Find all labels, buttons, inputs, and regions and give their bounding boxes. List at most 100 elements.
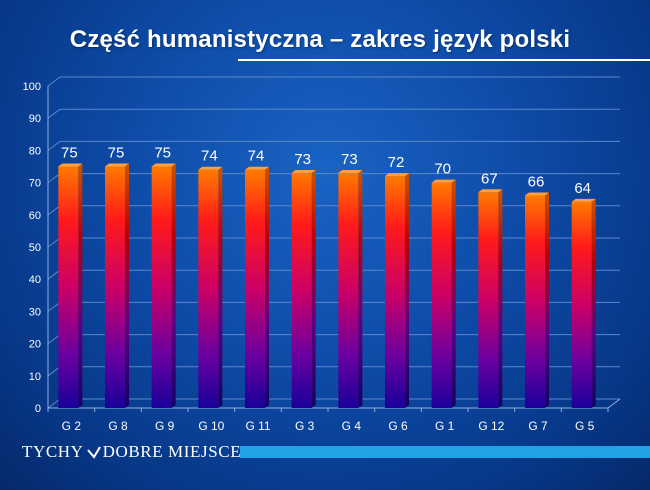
bar-side bbox=[545, 192, 549, 408]
gridline-depth bbox=[47, 237, 61, 248]
bar bbox=[245, 166, 269, 408]
bar-top bbox=[478, 189, 503, 193]
bar-side bbox=[405, 173, 409, 408]
x-tick-label: G 1 bbox=[435, 419, 455, 433]
data-label: 75 bbox=[108, 145, 125, 162]
bar-front bbox=[571, 201, 592, 408]
bar-front bbox=[58, 166, 79, 408]
bar-front bbox=[151, 166, 172, 408]
gridline-depth bbox=[47, 140, 61, 151]
bar-side bbox=[78, 163, 83, 408]
x-tick-label: G 8 bbox=[108, 419, 128, 433]
gridline-depth bbox=[47, 76, 61, 87]
data-label: 74 bbox=[248, 148, 265, 165]
x-tick-label: G 9 bbox=[155, 419, 175, 433]
bar-front bbox=[525, 195, 545, 408]
bar-side bbox=[451, 179, 456, 408]
bar bbox=[198, 166, 223, 408]
gridline-depth bbox=[47, 398, 61, 409]
labels-layer: 0 10 20 30 40 50 60 70 80 90 100 75 G 2 75 G 8 75 G 9 74 G… bbox=[23, 81, 595, 433]
x-axis-depth-line bbox=[607, 398, 621, 409]
gridline-depth bbox=[47, 301, 61, 312]
data-label: 75 bbox=[154, 145, 171, 162]
y-tick-label: 60 bbox=[29, 210, 41, 222]
data-label: 66 bbox=[528, 173, 545, 190]
data-label: 72 bbox=[388, 154, 405, 171]
bar-front bbox=[291, 172, 312, 408]
logo-text-left: TYCHY bbox=[22, 442, 84, 461]
y-tick-label: 90 bbox=[29, 113, 41, 125]
bar bbox=[338, 169, 363, 408]
bar-top bbox=[431, 179, 456, 183]
bar-side bbox=[265, 166, 269, 408]
bar bbox=[58, 163, 83, 408]
data-label: 64 bbox=[574, 180, 591, 197]
bar-top bbox=[58, 163, 83, 167]
bar-top bbox=[385, 173, 409, 177]
footer-bar bbox=[240, 446, 650, 458]
gridline-depth bbox=[47, 205, 61, 216]
y-tick-label: 50 bbox=[29, 242, 41, 254]
y-tick-label: 30 bbox=[29, 306, 41, 318]
x-tick-label: G 7 bbox=[528, 419, 548, 433]
data-label: 74 bbox=[201, 148, 218, 165]
gridline-depth bbox=[47, 334, 61, 345]
bar bbox=[105, 163, 129, 408]
data-label: 73 bbox=[341, 151, 358, 168]
bar-side bbox=[218, 166, 223, 408]
bar-top bbox=[198, 166, 223, 170]
tychy-logo: TYCHY DOBRE MIEJSCE bbox=[22, 442, 241, 462]
gridline-depth bbox=[47, 366, 61, 377]
bar-top bbox=[571, 198, 596, 202]
data-label: 70 bbox=[434, 161, 451, 178]
axis-layer bbox=[47, 86, 621, 412]
bar-front bbox=[338, 172, 359, 408]
x-tick-label: G 10 bbox=[198, 419, 224, 433]
logo-text-right: DOBRE MIEJSCE bbox=[102, 442, 242, 461]
bar bbox=[291, 169, 316, 408]
bar-top bbox=[291, 169, 316, 173]
x-tick-label: G 2 bbox=[62, 419, 82, 433]
gridline-depth bbox=[47, 108, 61, 119]
y-tick-label: 80 bbox=[29, 145, 41, 157]
checkmark-icon bbox=[86, 446, 101, 459]
x-tick-label: G 5 bbox=[575, 419, 595, 433]
x-tick-label: G 4 bbox=[342, 419, 362, 433]
x-tick-label: G 12 bbox=[478, 419, 504, 433]
bar-side bbox=[358, 169, 363, 408]
bar-front bbox=[478, 192, 499, 408]
title-underline bbox=[238, 59, 650, 61]
bar-top bbox=[525, 192, 549, 196]
x-tick-label: G 6 bbox=[388, 419, 408, 433]
bar bbox=[151, 163, 176, 408]
bar-top bbox=[151, 163, 176, 167]
y-tick-label: 0 bbox=[35, 403, 41, 415]
bar-side bbox=[498, 189, 503, 408]
data-label: 67 bbox=[481, 170, 498, 187]
y-tick-label: 10 bbox=[29, 371, 41, 383]
bar-front bbox=[431, 182, 452, 408]
bar-side bbox=[311, 169, 316, 408]
bar-side bbox=[125, 163, 129, 408]
x-tick-label: G 11 bbox=[245, 419, 270, 433]
data-label: 73 bbox=[294, 151, 311, 168]
y-tick-label: 70 bbox=[29, 178, 41, 190]
bar-front bbox=[105, 166, 125, 408]
bar bbox=[478, 189, 503, 408]
bar bbox=[571, 198, 596, 408]
bar-front bbox=[385, 176, 405, 408]
y-tick-label: 20 bbox=[29, 339, 41, 351]
y-tick-label: 40 bbox=[29, 274, 41, 286]
bar bbox=[385, 173, 409, 408]
bar-chart: 0 10 20 30 40 50 60 70 80 90 100 75 G 2 75 G 8 75 G 9 74 G… bbox=[23, 76, 621, 433]
bar-top bbox=[105, 163, 129, 167]
bar-top bbox=[338, 169, 363, 173]
bar-side bbox=[591, 198, 596, 408]
gridline-depth bbox=[47, 269, 61, 280]
bar-side bbox=[171, 163, 176, 408]
bar bbox=[525, 192, 549, 408]
bar bbox=[431, 179, 456, 408]
bar-front bbox=[245, 169, 265, 408]
x-tick-label: G 3 bbox=[295, 419, 315, 433]
